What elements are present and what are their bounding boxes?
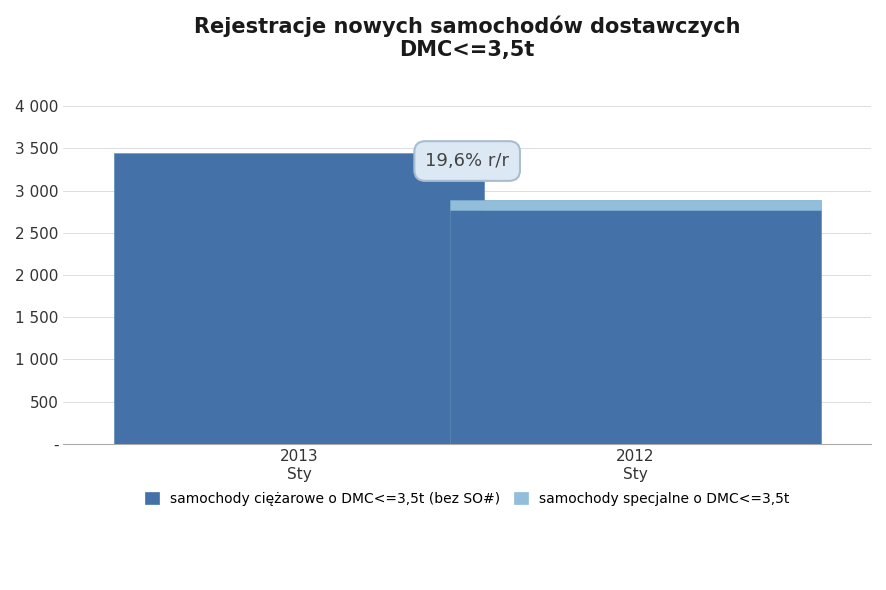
Title: Rejestracje nowych samochodów dostawczych
DMC<=3,5t: Rejestracje nowych samochodów dostawczyc… [194, 15, 741, 60]
Legend: samochody ciężarowe o DMC<=3,5t (bez SO#), samochody specjalne o DMC<=3,5t: samochody ciężarowe o DMC<=3,5t (bez SO#… [139, 486, 795, 512]
Text: 19,6% r/r: 19,6% r/r [425, 152, 509, 170]
Bar [450, 210, 820, 444]
Bar [113, 153, 484, 444]
Bar [450, 200, 820, 210]
